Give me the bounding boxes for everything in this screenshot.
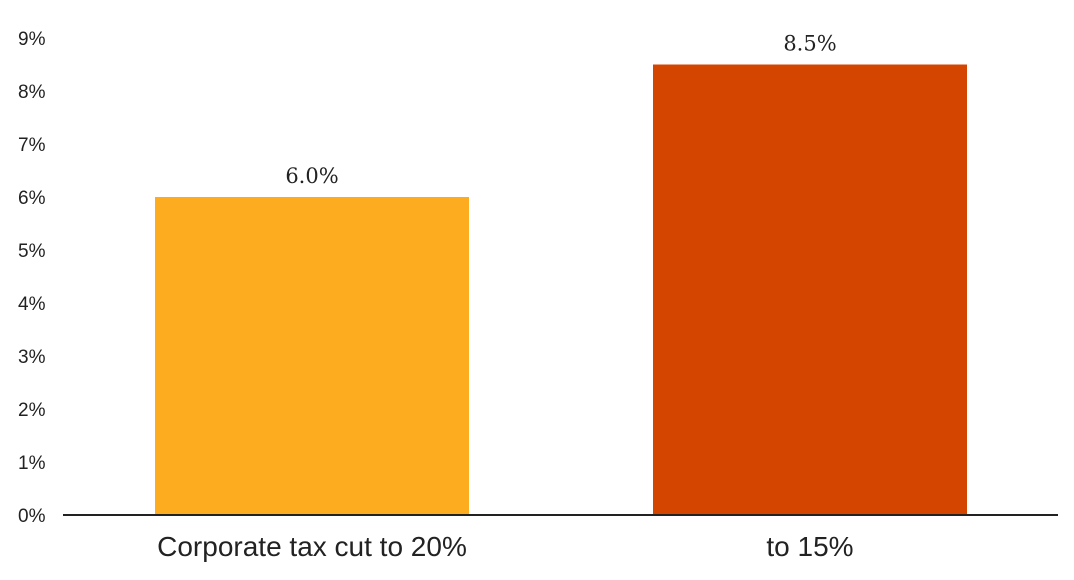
y-tick-label: 4% <box>18 294 46 315</box>
bars <box>155 64 967 515</box>
y-axis-ticks: 0% 1% 2% 3% 4% 5% 6% 7% 8% 9% <box>18 29 46 527</box>
y-tick-label: 6% <box>18 188 46 209</box>
data-label: 8.5% <box>783 32 836 56</box>
y-tick-label: 5% <box>18 241 46 262</box>
y-tick-label: 8% <box>18 82 46 103</box>
y-tick-label: 0% <box>18 506 46 527</box>
category-label: to 15% <box>766 531 853 562</box>
y-tick-label: 9% <box>18 29 46 50</box>
category-labels: Corporate tax cut to 20% to 15% <box>157 531 853 562</box>
data-label: 6.0% <box>285 164 338 188</box>
bar <box>653 64 967 515</box>
data-labels: 6.0% 8.5% <box>285 32 836 189</box>
y-tick-label: 3% <box>18 347 46 368</box>
category-label: Corporate tax cut to 20% <box>157 531 467 562</box>
bar <box>155 197 469 515</box>
y-tick-label: 7% <box>18 135 46 156</box>
y-tick-label: 1% <box>18 453 46 474</box>
y-tick-label: 2% <box>18 400 46 421</box>
